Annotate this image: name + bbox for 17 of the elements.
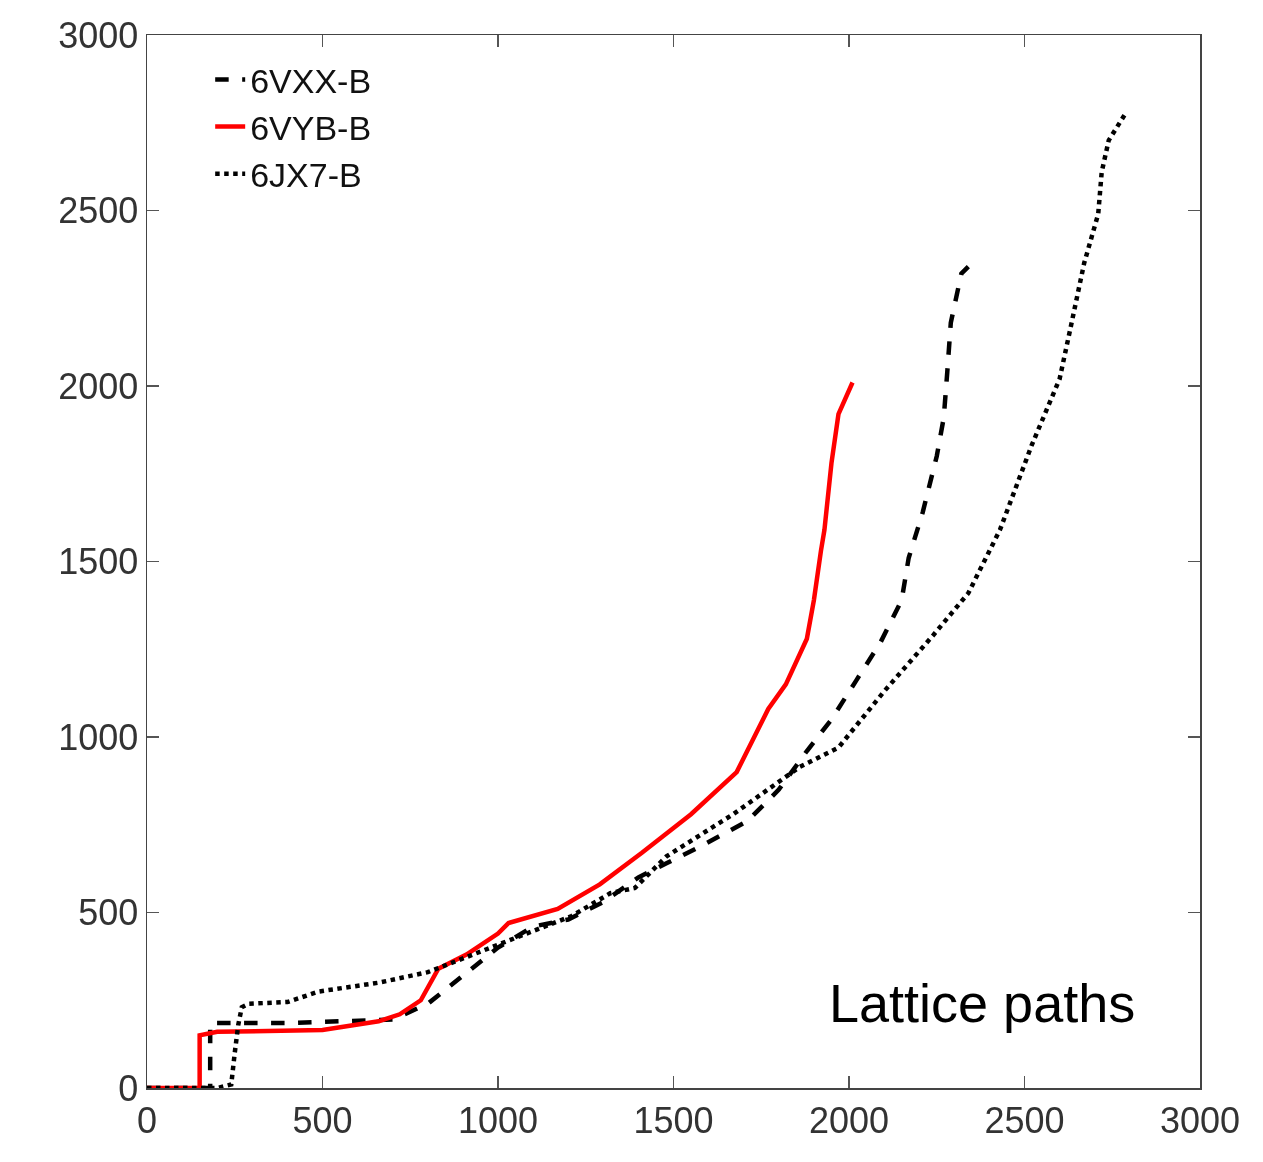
y-tick-label: 1000 bbox=[58, 716, 139, 758]
x-tick-label: 2500 bbox=[984, 1099, 1065, 1141]
y-tick-label: 2000 bbox=[58, 365, 139, 407]
y-tick-label: 0 bbox=[118, 1067, 139, 1109]
x-tick-label: 2000 bbox=[808, 1099, 890, 1141]
legend-label: 6VYB-B bbox=[250, 108, 372, 147]
x-tick-label: 500 bbox=[292, 1099, 353, 1141]
annotation: Lattice paths bbox=[829, 973, 1136, 1033]
y-tick-label: 3000 bbox=[58, 14, 139, 56]
x-tick-label: 1000 bbox=[457, 1099, 539, 1141]
y-tick-label: 1500 bbox=[58, 541, 139, 583]
x-tick-label: 1500 bbox=[633, 1099, 714, 1141]
legend-label: 6VXX-B bbox=[250, 61, 372, 100]
x-tick-label: 3000 bbox=[1159, 1099, 1241, 1141]
y-tick-label: 500 bbox=[78, 892, 139, 934]
legend-label: 6JX7-B bbox=[250, 156, 362, 195]
y-tick-label: 2500 bbox=[58, 190, 139, 232]
